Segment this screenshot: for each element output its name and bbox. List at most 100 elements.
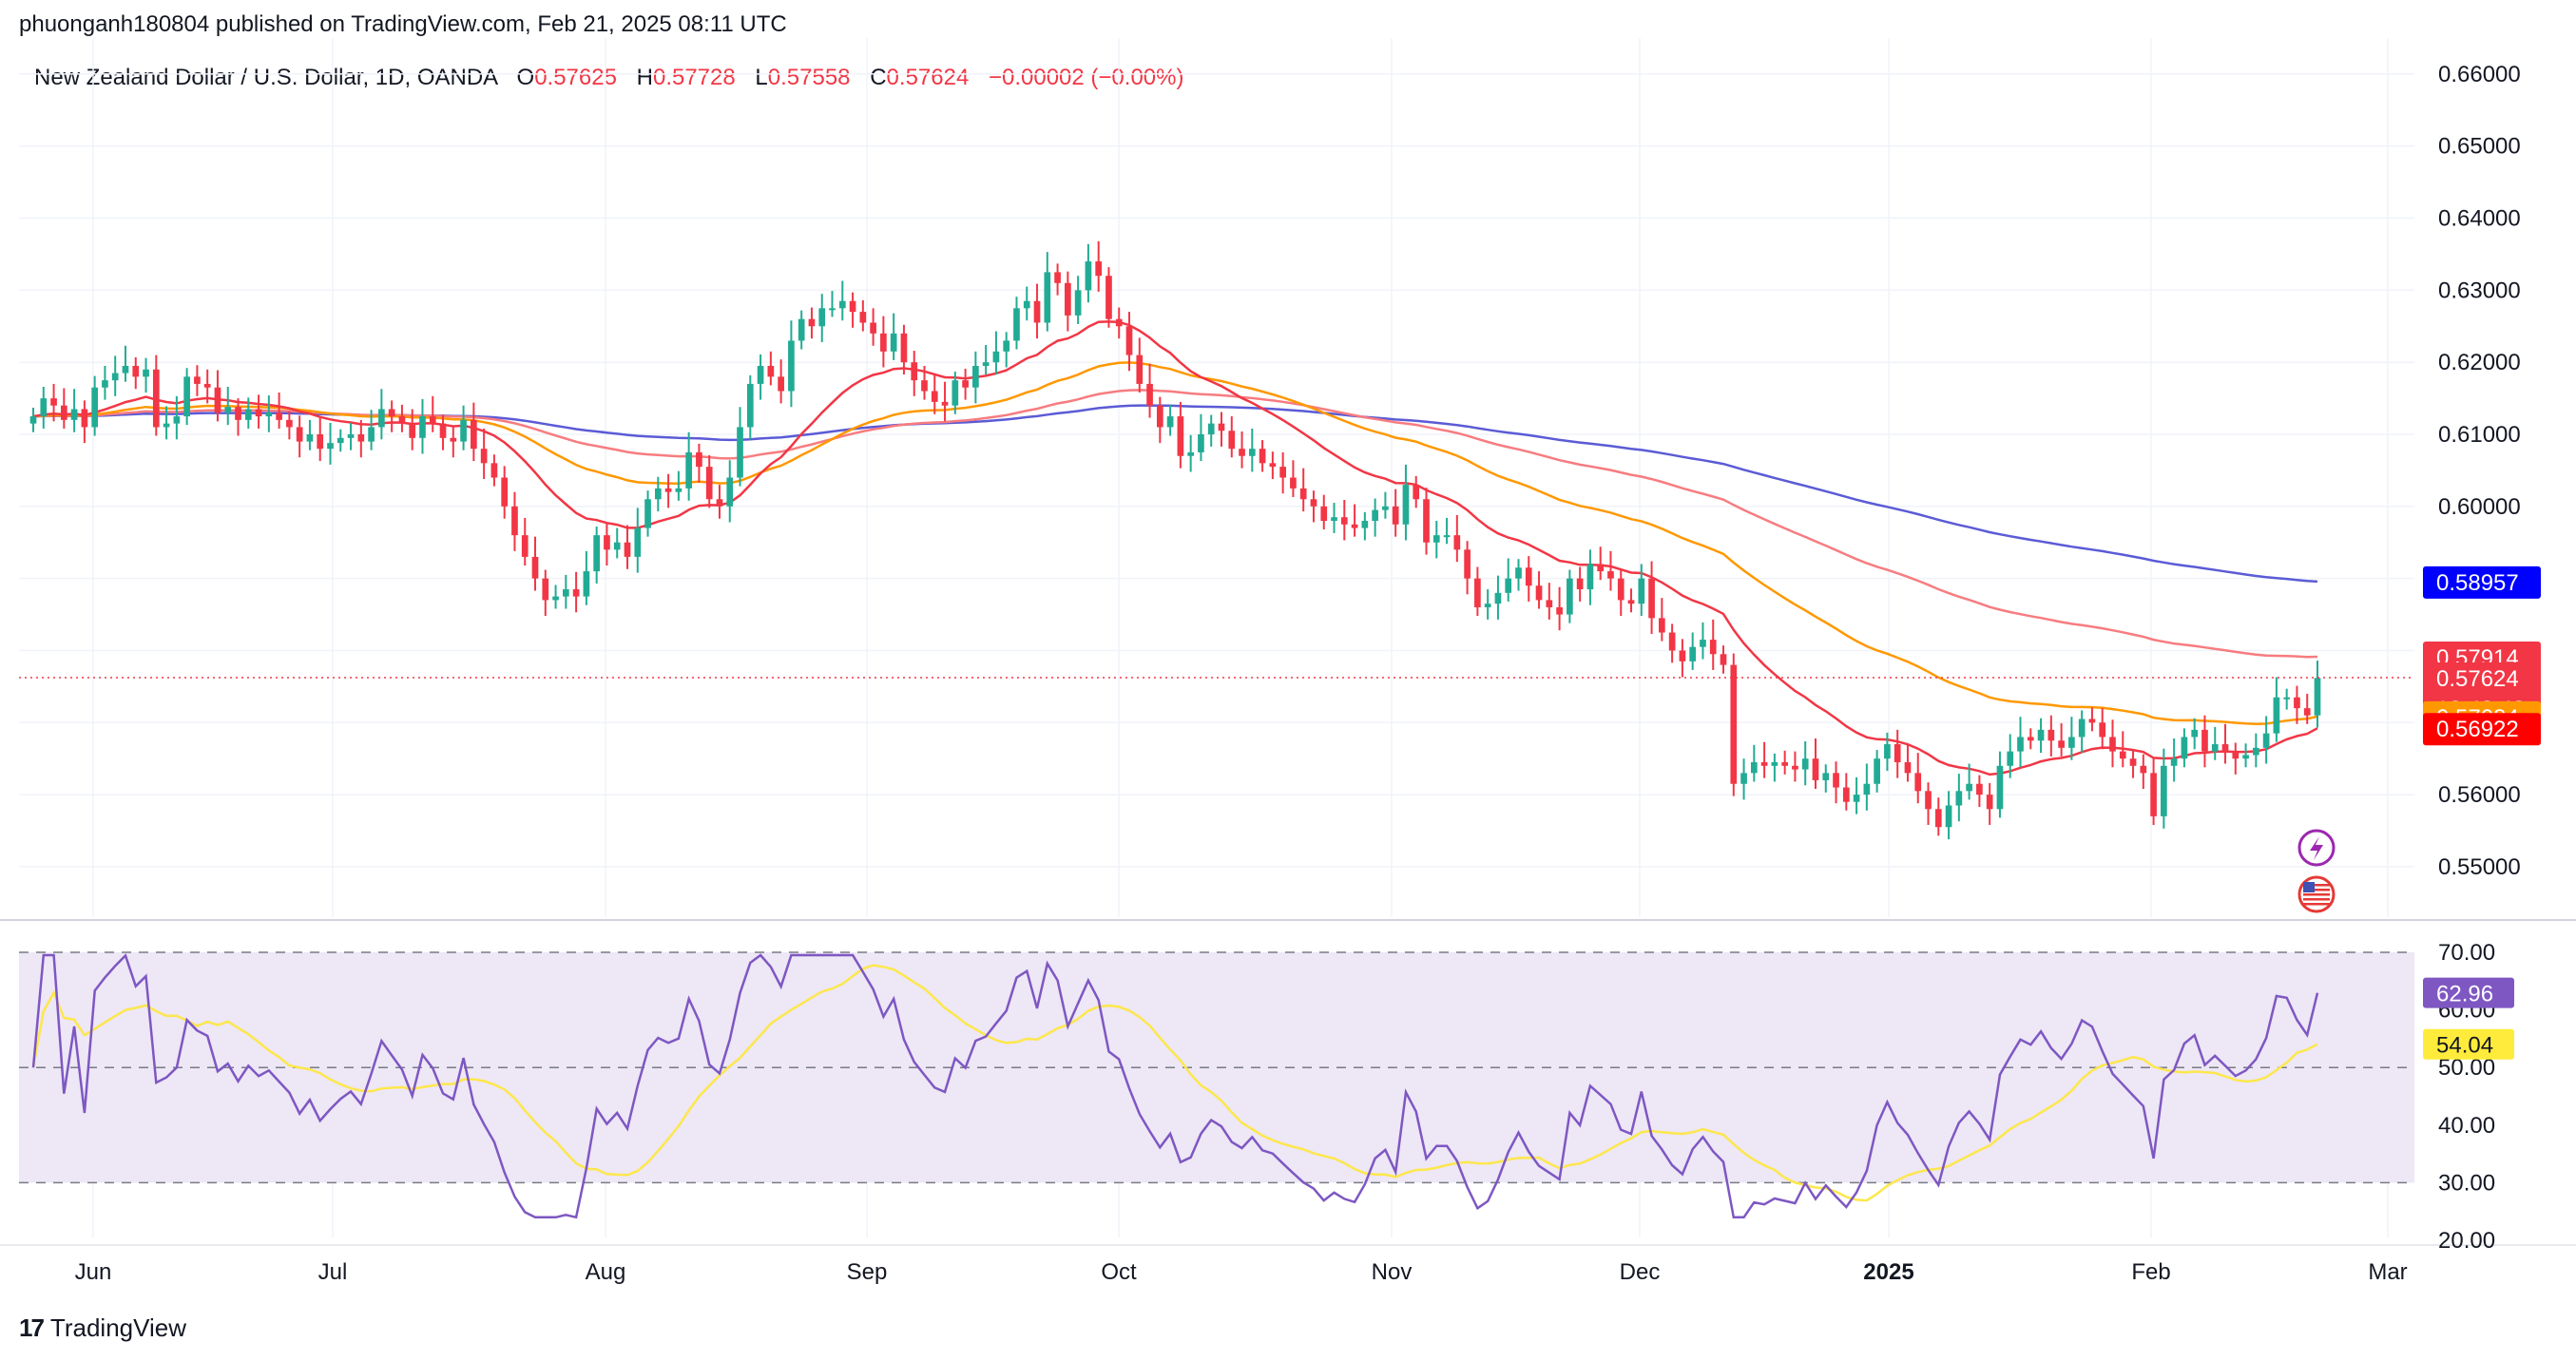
candle-body — [1310, 499, 1317, 507]
candle-body — [1966, 783, 1972, 792]
candle-body — [378, 409, 385, 428]
candle — [357, 419, 365, 458]
candle — [890, 313, 897, 360]
candle — [1833, 761, 1839, 804]
candle-body — [1443, 535, 1451, 538]
candle — [1812, 738, 1819, 790]
candle-body — [173, 416, 181, 424]
candle — [1730, 653, 1738, 796]
candle-body — [460, 419, 467, 442]
candle-body — [111, 373, 119, 381]
grid-lines — [19, 38, 2414, 1237]
symbol-name[interactable]: New Zealand Dollar / U.S. Dollar, 1D, OA… — [34, 65, 497, 90]
candle — [347, 422, 355, 450]
brand-label: TradingView — [49, 1313, 186, 1342]
candle — [1453, 514, 1461, 563]
candle — [1484, 589, 1491, 620]
candle — [2232, 742, 2240, 775]
candle — [624, 525, 631, 569]
high-label: H — [636, 65, 653, 90]
candle — [378, 389, 385, 440]
candle — [2037, 718, 2045, 754]
candle-body — [1361, 520, 1369, 528]
us-flag-event-icon[interactable] — [2297, 875, 2336, 913]
candle-body — [2303, 708, 2311, 716]
rsi-tick-label: 20.00 — [2438, 1228, 2495, 1254]
time-tick-label: Jun — [75, 1259, 112, 1285]
candle-body — [1269, 463, 1277, 468]
candle-body — [163, 423, 170, 428]
candle-body — [1853, 795, 1860, 802]
flash-event-icon[interactable] — [2297, 829, 2336, 867]
moving-averages — [32, 320, 2318, 776]
flag-stripe — [2303, 903, 2330, 906]
candle-body — [480, 449, 488, 464]
price-tick-label: 0.61000 — [2438, 422, 2521, 448]
candle — [572, 571, 580, 613]
publisher-line: phuonganh180804 published on TradingView… — [19, 11, 787, 37]
candle-body — [40, 398, 48, 417]
candle-body — [439, 423, 447, 438]
flag-stripe — [2303, 893, 2330, 896]
candle — [91, 375, 98, 436]
candle-body — [317, 434, 324, 450]
close-label: C — [870, 65, 887, 90]
candle-body — [70, 409, 78, 420]
candle — [992, 331, 1000, 375]
candle-body — [29, 416, 37, 424]
candle — [664, 473, 672, 508]
candle — [398, 404, 406, 432]
candle-body — [757, 365, 764, 384]
candle-body — [1392, 506, 1399, 525]
candle-body — [1505, 578, 1512, 593]
candle — [183, 368, 190, 426]
candle — [849, 292, 856, 328]
tradingview-brand[interactable]: 17 TradingView — [19, 1313, 186, 1343]
candle-body — [604, 535, 610, 550]
candle — [1934, 797, 1942, 836]
candle — [1853, 776, 1860, 815]
candle-body — [1914, 773, 1922, 792]
rsi-ma-value-badge-text: 54.04 — [2436, 1033, 2493, 1059]
ema-blue-line — [32, 404, 2318, 584]
candle-body — [1290, 477, 1297, 489]
candle-body — [1340, 517, 1348, 525]
candle — [1290, 460, 1297, 497]
candle — [2068, 717, 2075, 760]
candle-body — [490, 463, 498, 478]
candle-body — [2181, 737, 2188, 759]
candle — [1372, 498, 1378, 537]
candle — [880, 316, 887, 368]
candle — [1904, 744, 1912, 782]
candle-body — [1146, 383, 1153, 406]
candle — [1166, 404, 1174, 436]
candle — [102, 365, 108, 400]
candle-body — [2191, 729, 2199, 738]
candle — [788, 320, 795, 408]
candle — [1351, 504, 1358, 537]
time-axis: Jun Jul Aug Sep Oct Nov Dec 2025 Feb Mar — [75, 1259, 2408, 1285]
candle — [1443, 517, 1451, 545]
candle-body — [1218, 423, 1225, 431]
candle — [1689, 632, 1697, 670]
candle — [859, 299, 867, 332]
candle — [450, 426, 457, 458]
candle-body — [1822, 773, 1830, 780]
candle — [1464, 541, 1471, 595]
candle-body — [122, 365, 129, 374]
candle-body — [1484, 604, 1491, 607]
candle — [1586, 549, 1594, 605]
candle — [604, 524, 610, 565]
symbol-legend: New Zealand Dollar / U.S. Dollar, 1D, OA… — [34, 65, 1183, 91]
candle — [2150, 758, 2157, 825]
candle — [1382, 491, 1389, 519]
candle — [111, 355, 119, 396]
candle — [1679, 639, 1686, 678]
candle — [2221, 723, 2229, 764]
candle — [2140, 754, 2147, 790]
candle-body — [2294, 697, 2300, 709]
candle — [1535, 571, 1543, 609]
candle — [460, 405, 467, 450]
candle-body — [593, 535, 601, 572]
